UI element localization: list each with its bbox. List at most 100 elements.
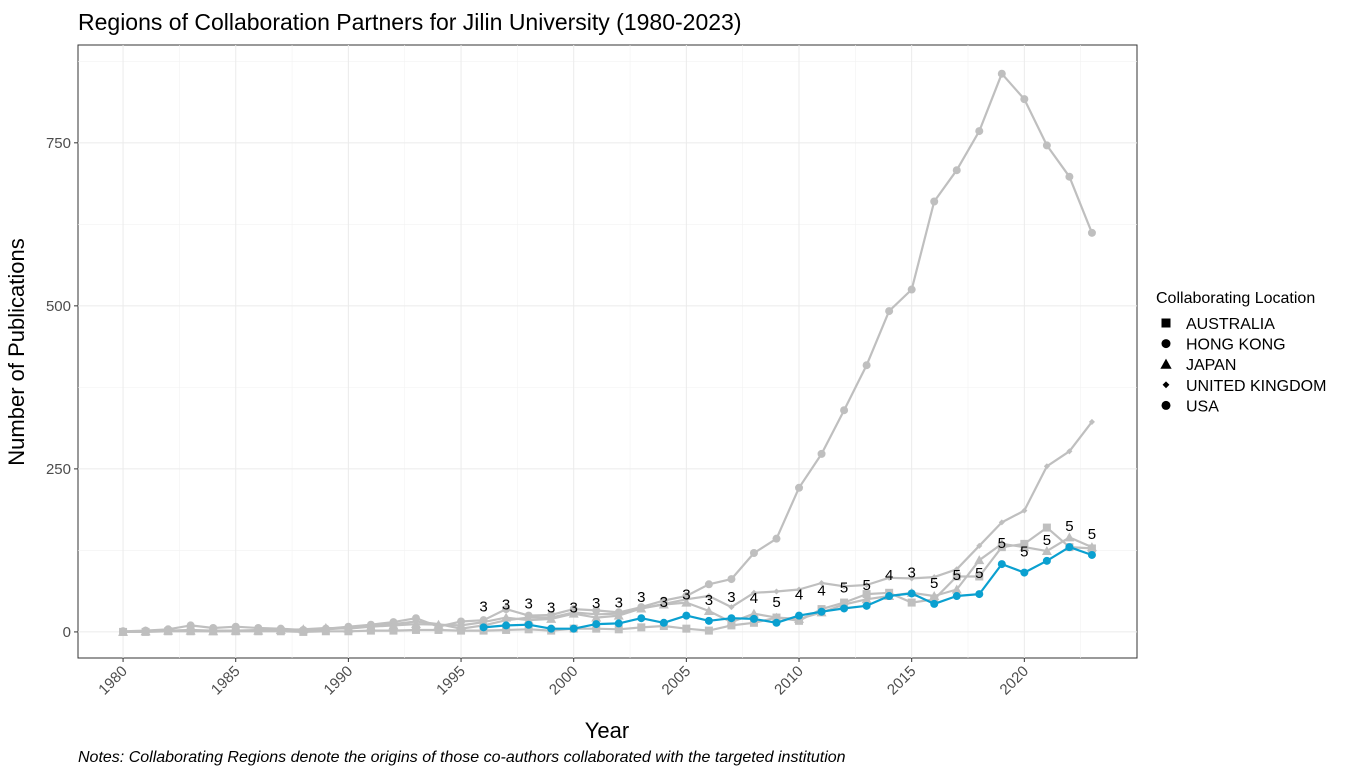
legend-key-triangle bbox=[1160, 358, 1172, 369]
data-point-hong-kong bbox=[975, 590, 984, 599]
data-point-australia bbox=[254, 627, 263, 636]
rank-labels: 3 3 3 3 3 3 3 3 3 3 3 3 4 5 4 4 5 54 35 5 55 555 5 bbox=[479, 518, 1096, 617]
legend-key-circle bbox=[1161, 400, 1171, 410]
data-point-australia bbox=[952, 572, 961, 581]
data-point-japan bbox=[658, 599, 669, 609]
x-tick-label: 1980 bbox=[95, 663, 131, 699]
rank-label: 5 bbox=[998, 535, 1006, 552]
rank-label: 5 bbox=[953, 567, 961, 584]
data-point-usa bbox=[1042, 141, 1051, 150]
data-point-japan bbox=[951, 584, 962, 594]
rank-label: 5 bbox=[975, 565, 983, 582]
x-tick-label: 1995 bbox=[433, 663, 469, 699]
data-point-australia bbox=[457, 626, 466, 635]
data-point-australia bbox=[682, 624, 691, 633]
rank-label: 3 bbox=[502, 596, 510, 613]
data-point-united-kingdom bbox=[953, 566, 960, 573]
data-point-usa bbox=[817, 449, 826, 458]
data-point-japan bbox=[748, 608, 759, 618]
y-tick-label: 750 bbox=[46, 135, 71, 152]
data-point-australia bbox=[614, 625, 623, 634]
data-point-australia bbox=[704, 626, 713, 635]
rank-label: 3 bbox=[592, 595, 600, 612]
rank-label: 3 bbox=[547, 600, 555, 617]
data-point-usa bbox=[772, 534, 781, 543]
legend-key-square bbox=[1161, 318, 1171, 328]
data-point-japan bbox=[613, 610, 624, 620]
data-point-united-kingdom bbox=[976, 542, 983, 549]
rank-label: 3 bbox=[637, 589, 645, 606]
data-point-united-kingdom bbox=[795, 586, 803, 593]
x-axis-ticks: 1980 1985 1990 1995 2000 2005 2010 2015 2020 bbox=[95, 658, 1032, 698]
data-point-hong-kong bbox=[547, 624, 556, 633]
data-point-japan bbox=[546, 613, 557, 623]
data-point-japan bbox=[591, 612, 602, 622]
data-point-hong-kong bbox=[614, 619, 623, 628]
data-point-australia bbox=[389, 626, 398, 635]
x-tick-label: 2000 bbox=[546, 663, 582, 699]
data-point-australia bbox=[795, 616, 804, 625]
data-point-usa bbox=[502, 605, 511, 614]
data-point-usa bbox=[749, 549, 758, 558]
rank-label: 3 bbox=[479, 598, 487, 615]
legend-title: Collaborating Location bbox=[1156, 290, 1315, 307]
data-point-japan bbox=[861, 594, 872, 604]
data-point-usa bbox=[592, 606, 601, 615]
rank-label: 4 bbox=[885, 567, 893, 584]
x-tick-label: 2005 bbox=[659, 663, 695, 699]
data-point-hong-kong bbox=[1042, 556, 1051, 565]
x-tick-label: 2020 bbox=[997, 663, 1033, 699]
data-point-usa bbox=[840, 406, 849, 415]
gridlines bbox=[78, 45, 1137, 658]
rank-label: 3 bbox=[705, 592, 713, 609]
data-point-japan bbox=[974, 555, 985, 565]
legend-label: UNITED KINGDOM bbox=[1186, 378, 1326, 395]
data-point-usa bbox=[930, 197, 939, 206]
x-tick-label: 1985 bbox=[208, 663, 244, 699]
rank-label: 4 bbox=[817, 583, 825, 600]
data-point-hong-kong bbox=[569, 624, 578, 633]
y-tick-label: 0 bbox=[63, 624, 71, 641]
series-hong-kong bbox=[479, 543, 1096, 633]
data-point-australia bbox=[141, 627, 150, 636]
data-point-united-kingdom bbox=[1043, 463, 1050, 470]
chart-title: Regions of Collaboration Partners for Ji… bbox=[78, 9, 742, 35]
legend-entry: JAPAN bbox=[1160, 357, 1236, 374]
data-point-australia bbox=[344, 627, 353, 636]
data-point-hong-kong bbox=[524, 620, 533, 629]
legend-label: AUSTRALIA bbox=[1186, 316, 1275, 333]
data-point-australia bbox=[862, 590, 871, 599]
data-point-hong-kong bbox=[885, 592, 894, 601]
legend-key-diamond bbox=[1162, 381, 1170, 389]
data-point-japan bbox=[1041, 546, 1052, 556]
plot-panel bbox=[77, 44, 1138, 659]
data-point-australia bbox=[502, 625, 511, 634]
rank-label: 3 bbox=[682, 587, 690, 604]
data-point-usa bbox=[952, 166, 961, 175]
data-point-usa bbox=[411, 614, 420, 623]
rank-label: 5 bbox=[1088, 526, 1096, 543]
data-point-hong-kong bbox=[1087, 550, 1096, 559]
data-point-australia bbox=[524, 625, 533, 634]
data-point-hong-kong bbox=[659, 618, 668, 627]
rank-label: 4 bbox=[750, 590, 758, 607]
data-point-usa bbox=[1087, 228, 1096, 237]
data-point-usa bbox=[885, 307, 894, 316]
rank-label: 5 bbox=[1020, 544, 1028, 561]
data-point-usa bbox=[1020, 95, 1029, 104]
data-point-usa bbox=[862, 361, 871, 370]
data-point-japan bbox=[410, 619, 421, 629]
rank-label: 4 bbox=[795, 587, 803, 604]
data-point-australia bbox=[231, 627, 240, 636]
data-point-usa bbox=[1065, 172, 1074, 181]
x-axis-title: Year bbox=[585, 718, 629, 743]
data-point-united-kingdom bbox=[1088, 418, 1095, 425]
legend-entry: AUSTRALIA bbox=[1161, 316, 1275, 333]
data-point-hong-kong bbox=[862, 601, 871, 610]
chart-note: Notes: Collaborating Regions denote the … bbox=[78, 749, 846, 766]
data-point-united-kingdom bbox=[863, 581, 870, 589]
data-point-united-kingdom bbox=[886, 574, 893, 581]
data-point-usa bbox=[975, 127, 984, 136]
data-point-australia bbox=[930, 595, 939, 604]
y-axis-title: Number of Publications bbox=[4, 238, 29, 465]
